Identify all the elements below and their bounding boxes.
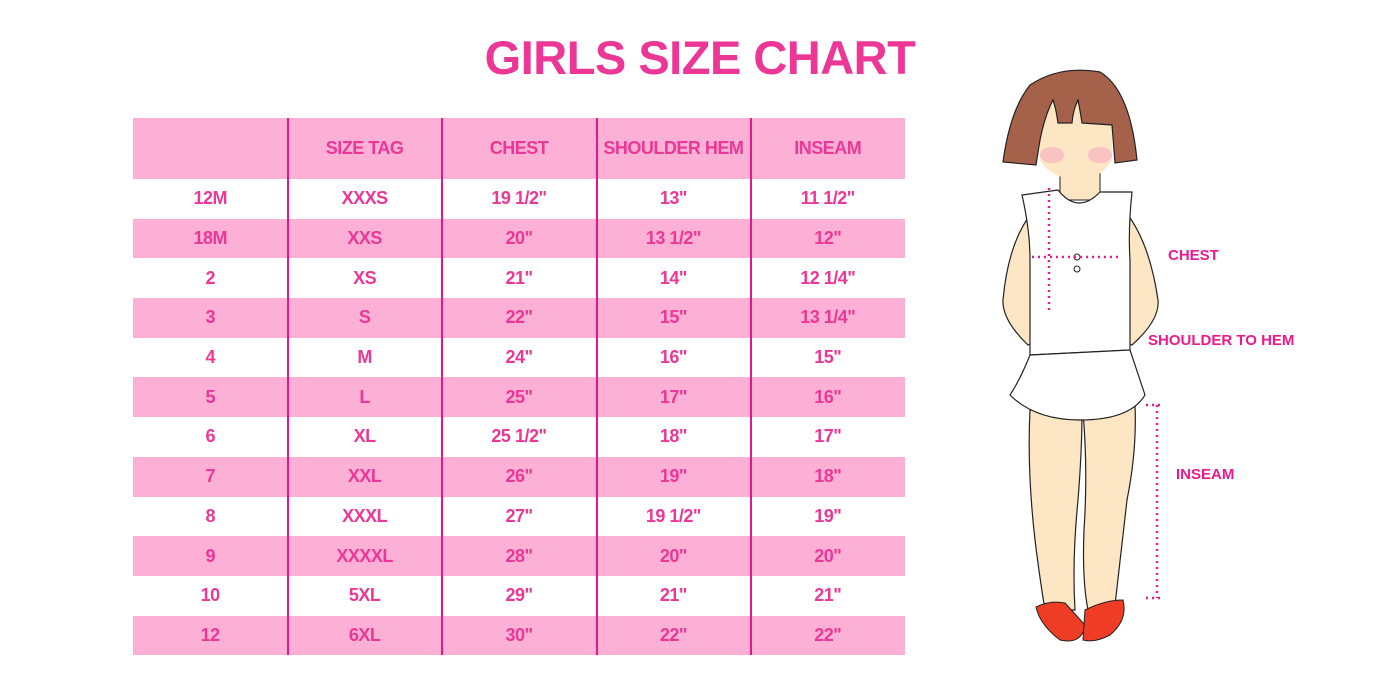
header-cell: SHOULDER HEM [603,138,744,158]
table-cell: 25 1/2" [491,426,547,447]
chest-label: CHEST [1168,247,1219,264]
table-row: 4 M 24" 16" 15" [133,338,905,378]
table-header-row: SIZE TAG CHEST SHOULDER HEM INSEAM [133,118,905,179]
column-divider [750,118,752,655]
table-cell: 22" [814,624,842,645]
table-cell: 4 [205,347,215,368]
table-cell: XXL [347,466,382,487]
page-title: GIRLS SIZE CHART [484,31,916,84]
header-cell: SIZE TAG [325,138,404,158]
table-cell: 21" [814,585,842,606]
cheek [1088,147,1112,163]
header-cell: CHEST [489,138,549,158]
table-cell: 22" [505,307,533,328]
table-cell: 19" [659,466,688,487]
cheek [1040,147,1064,163]
table-cell: 12 [200,624,221,645]
table-row: 12 6XL 30" 22" 22" [133,615,905,656]
table-cell: 21" [659,585,688,606]
table-cell: XXXS [341,188,389,209]
left-shoe [1035,601,1086,642]
table-cell: 10 [200,585,221,606]
table-cell: 5 [205,386,215,407]
table-cell: 13" [659,188,688,209]
column-divider [441,118,443,655]
inseam-label: INSEAM [1176,466,1235,483]
table-cell: 28" [505,545,533,566]
table-row: 7 XXL 26" 19" 18" [133,456,905,497]
table-cell: 26" [505,466,533,487]
table-cell: 16" [814,386,842,407]
table-row: 12M XXXS 19 1/2" 13" 11 1/2" [133,179,905,219]
skirt [1009,349,1146,421]
table-cell: 20" [659,545,688,566]
table-cell: 24" [505,347,533,368]
table-cell: 9 [205,545,215,566]
table-cell: S [358,307,371,328]
table-cell: 5XL [348,585,381,606]
table-cell: 18" [814,466,842,487]
table-cell: 7 [205,466,215,487]
table-row: 3 S 22" 15" 13 1/4" [133,298,905,338]
table-cell: XXS [347,228,382,249]
table-cell: 30" [505,624,533,645]
table-row: 10 5XL 29" 21" 21" [133,576,905,616]
table-body: 12M XXXS 19 1/2" 13" 11 1/2" 18M XXS 20" 13 1/2"… [133,179,905,656]
table-cell: 27" [505,505,533,526]
size-table: SIZE TAG CHEST SHOULDER HEM INSEAM 12M XX… [133,118,905,656]
column-divider [596,118,598,655]
table-cell: M [357,347,372,368]
table-cell: 25" [505,386,533,407]
table-cell: 12" [814,228,842,249]
header-cell: INSEAM [794,138,862,158]
table-cell: 16" [659,347,688,368]
shoulder-to-hem-label: SHOULDER TO HEM [1148,332,1295,349]
table-cell: 19 1/2" [645,505,702,526]
table-cell: 2 [205,267,215,288]
table-cell: 22" [659,624,688,645]
table-cell: 17" [814,426,842,447]
table-cell: 6 [205,426,215,447]
table-cell: 13 1/4" [800,307,856,328]
table-cell: 3 [205,307,215,328]
table-cell: 11 1/2" [800,188,856,209]
table-cell: XL [353,426,377,447]
table-cell: 21" [505,267,533,288]
table-row: 18M XXS 20" 13 1/2" 12" [133,218,905,259]
table-cell: 19" [814,505,842,526]
table-cell: 12 1/4" [800,267,856,288]
right-leg [1082,404,1136,611]
shirt-button [1073,265,1081,273]
left-leg [1028,409,1083,611]
table-cell: 12M [193,188,227,209]
table-cell: 20" [814,545,842,566]
table-row: 8 XXXL 27" 19 1/2" 19" [133,497,905,537]
table-row: 2 XS 21" 14" 12 1/4" [133,258,905,298]
table-cell: 8 [205,505,215,526]
table-cell: 19 1/2" [491,188,547,209]
table-cell: XXXL [342,505,388,526]
table-row: 6 XL 25 1/2" 18" 17" [133,417,905,457]
table-cell: 17" [659,386,688,407]
column-divider [287,118,289,655]
hair [1002,69,1138,166]
table-cell: 29" [505,585,533,606]
table-cell: 15" [659,307,688,328]
table-cell: L [359,386,370,407]
table-cell: 18M [193,228,227,249]
table-row: 9 XXXXL 28" 20" 20" [133,536,905,576]
table-cell: 13 1/2" [645,228,702,249]
right-shoe [1082,599,1125,642]
table-cell: 14" [659,267,688,288]
table-cell: 15" [814,347,842,368]
table-cell: 18" [659,426,688,447]
table-cell: 6XL [348,624,381,645]
table-cell: XXXXL [336,545,393,566]
table-cell: XS [353,267,377,288]
table-row: 5 L 25" 17" 16" [133,377,905,418]
table-cell: 20" [505,228,533,249]
